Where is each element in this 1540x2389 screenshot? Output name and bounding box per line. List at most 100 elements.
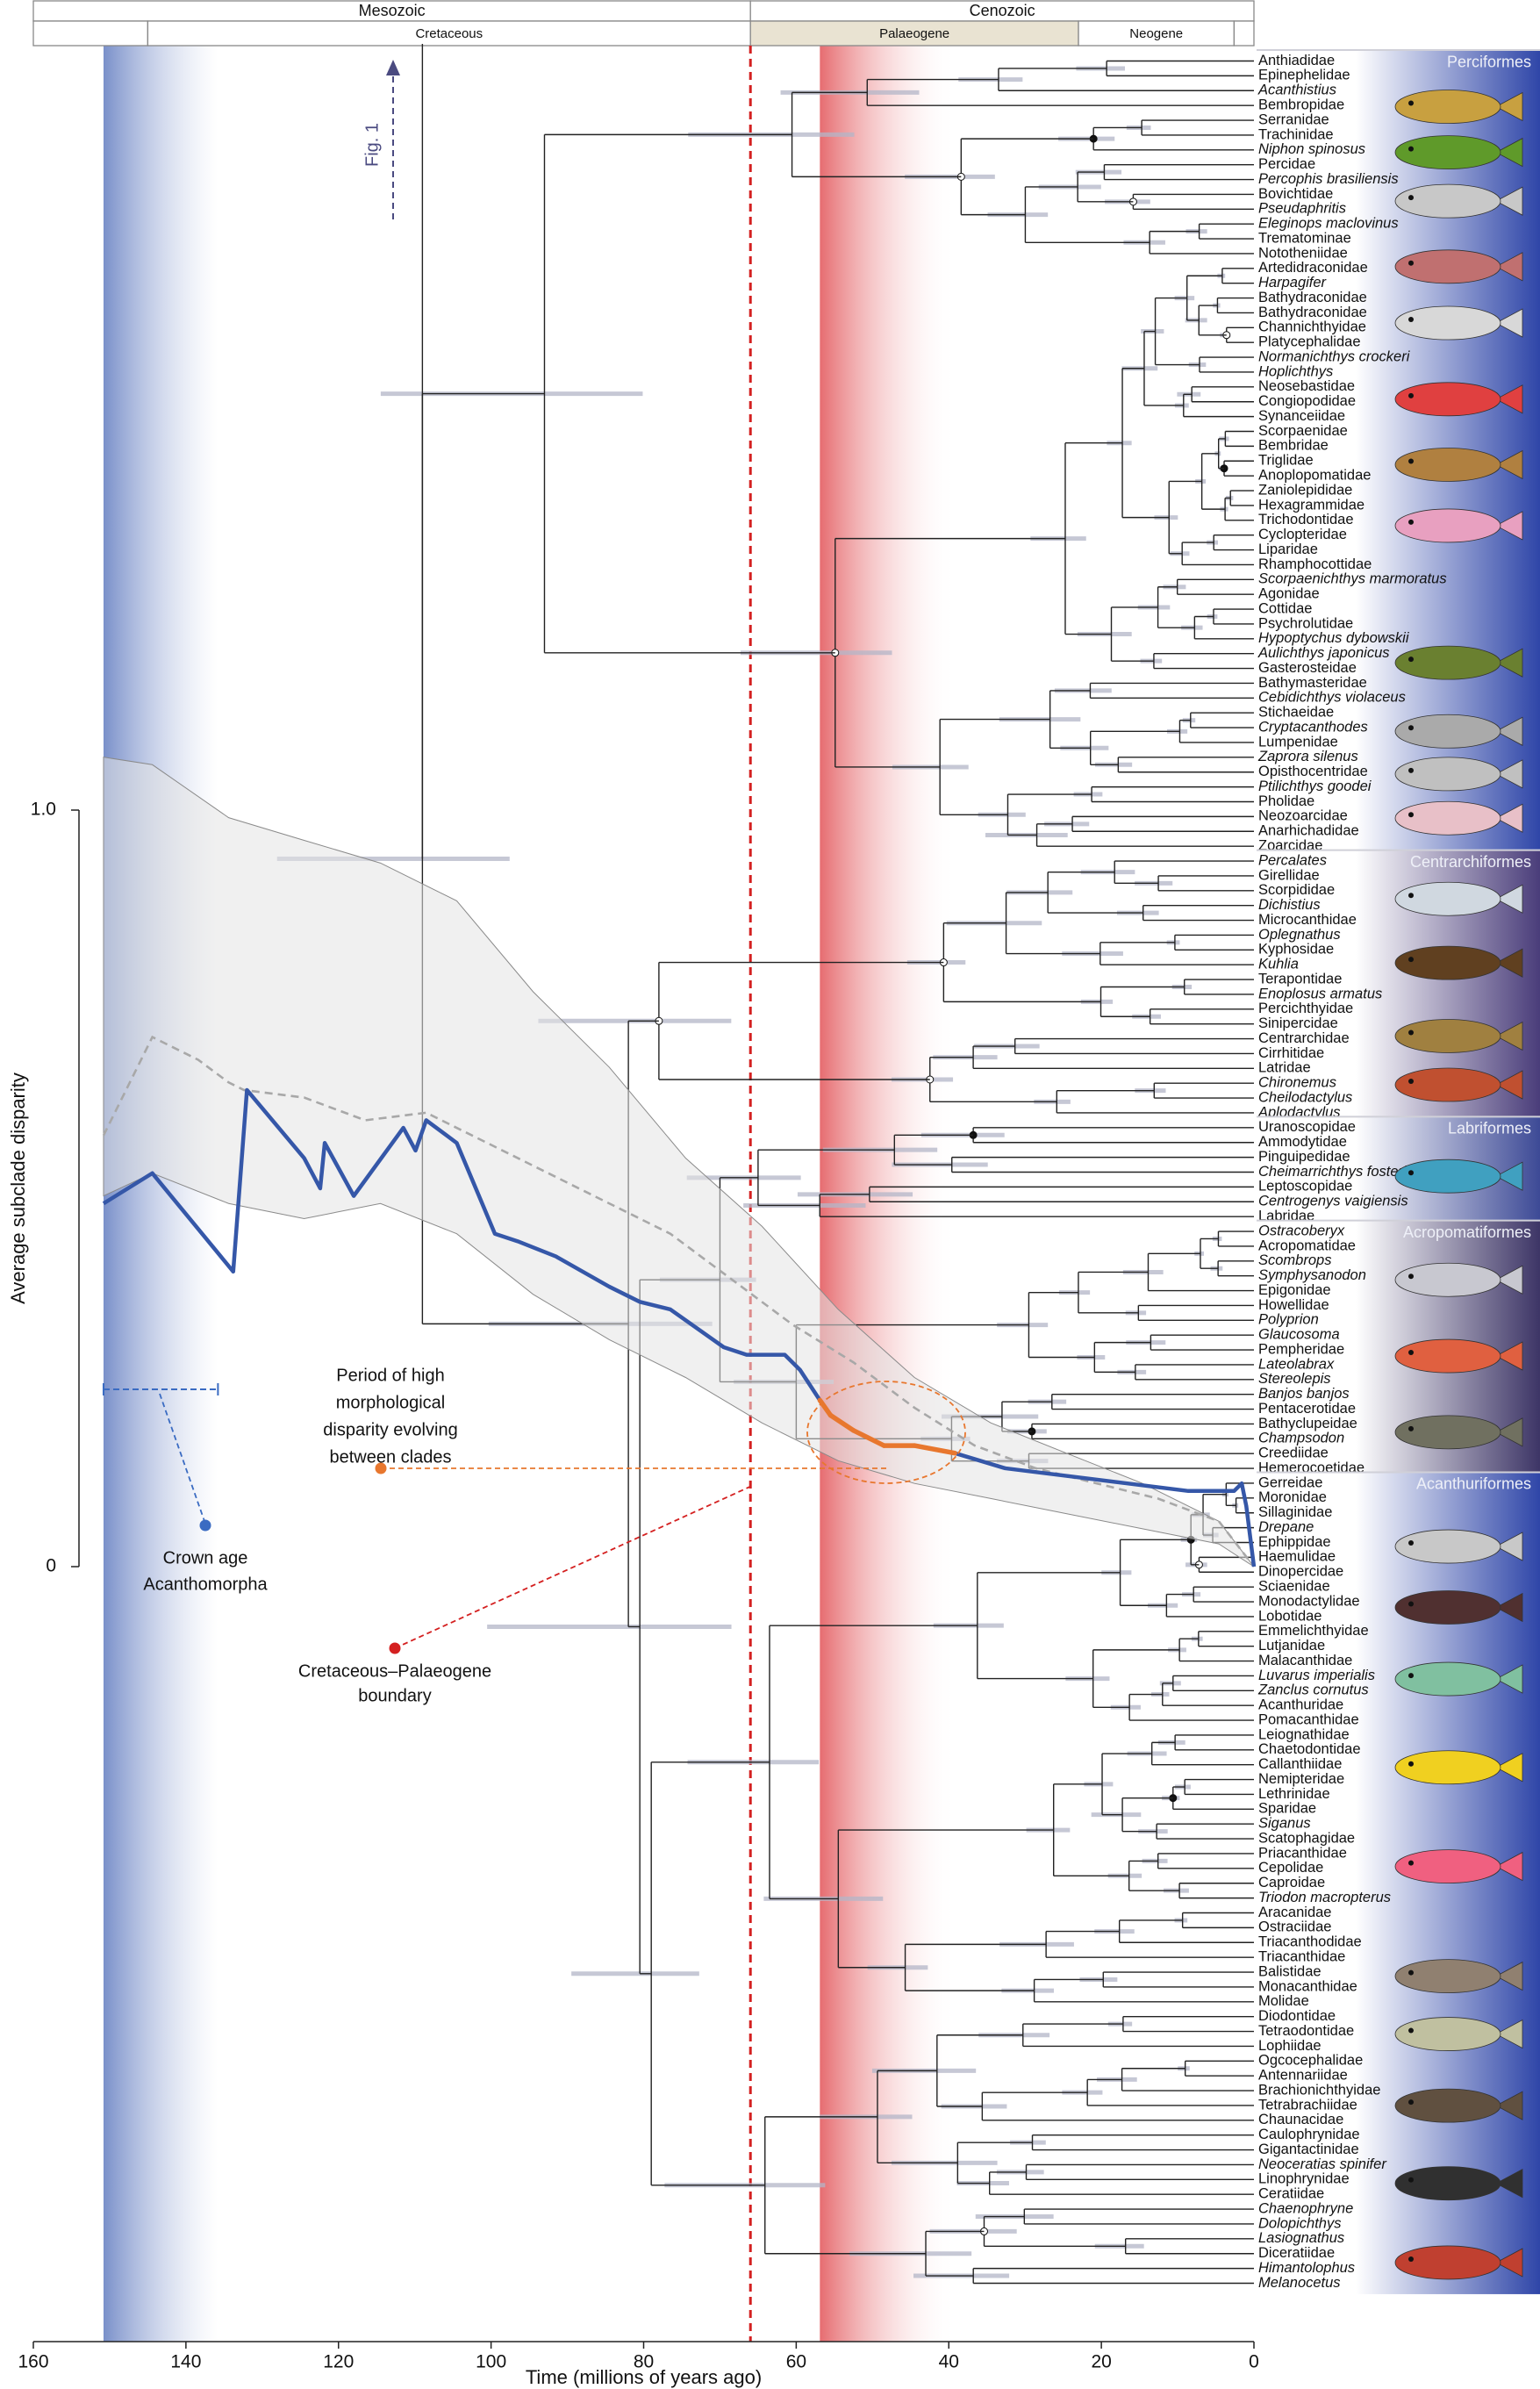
taxon-label: Drepane xyxy=(1258,1519,1314,1535)
taxon-label: Symphysanodon xyxy=(1258,1267,1366,1283)
kpg-dot xyxy=(389,1642,401,1654)
period-box xyxy=(1078,20,1236,47)
fish-body xyxy=(1394,1590,1501,1625)
taxon-label: Kyphosidae xyxy=(1258,942,1334,958)
taxon-label: Callanthiidae xyxy=(1258,1756,1342,1772)
taxon-label: Polyprion xyxy=(1258,1312,1319,1328)
fish-tail xyxy=(1495,1161,1523,1191)
fish-body xyxy=(1394,448,1501,482)
taxon-label: Dichistius xyxy=(1258,897,1321,913)
fish-eye xyxy=(1408,1079,1414,1085)
disparity-label: between clades xyxy=(330,1447,452,1467)
taxon-label: Chaunacidae xyxy=(1258,2112,1343,2127)
taxon-label: Melanocetus xyxy=(1258,2275,1341,2291)
kpg-leader xyxy=(394,1484,755,1649)
taxon-label: Leptoscopidae xyxy=(1258,1179,1352,1194)
taxon-label: Siganus xyxy=(1258,1816,1311,1832)
null-range-area xyxy=(103,757,1255,1568)
fish-tail xyxy=(1495,511,1523,541)
fish-body xyxy=(1394,1415,1501,1450)
taxon-label: Bathyclupeidae xyxy=(1258,1416,1357,1431)
high-disparity-segment xyxy=(850,1428,887,1448)
taxon-label: Monodactylidae xyxy=(1258,1593,1360,1609)
fish-body xyxy=(1394,714,1501,749)
fish-body xyxy=(1394,800,1501,836)
taxon-label: Himantolophus xyxy=(1258,2260,1355,2276)
taxon-label: Diceratiidae xyxy=(1258,2245,1335,2261)
taxon-label: Anoplopomatidae xyxy=(1258,467,1371,483)
arrow-head xyxy=(386,60,400,75)
crown-label: Acanthomorpha xyxy=(143,1575,268,1594)
taxon-label: Hypoptychus dybowskii xyxy=(1258,630,1410,646)
taxon-label: Trichodontidae xyxy=(1258,512,1354,527)
fish-eye xyxy=(1408,519,1414,525)
period-label: Palaeogene xyxy=(879,26,949,41)
era-label: Cenozoic xyxy=(970,2,1035,19)
taxon-label: Scombrops xyxy=(1258,1252,1331,1268)
taxon-label: Lutjanidae xyxy=(1258,1638,1325,1654)
taxon-label: Hoplichthys xyxy=(1258,363,1333,379)
crown-leader xyxy=(159,1393,206,1525)
taxon-label: Lophiidae xyxy=(1258,2038,1322,2054)
taxon-label: Ostraciidae xyxy=(1258,1919,1331,1935)
taxon-label: Bathydraconidae xyxy=(1258,305,1367,320)
fish-eye xyxy=(1408,1761,1414,1767)
taxon-label: Sparidae xyxy=(1258,1801,1316,1817)
high-disparity-segment xyxy=(827,1412,856,1433)
taxon-label: Agonidae xyxy=(1258,586,1320,602)
fish-eye xyxy=(1408,195,1414,201)
taxon-label: Trematominae xyxy=(1258,230,1351,246)
taxon-label: Kuhlia xyxy=(1258,957,1299,972)
x-tick-label: 120 xyxy=(323,2352,354,2372)
taxon-label: Sciaenidae xyxy=(1258,1578,1330,1594)
fish-eye xyxy=(1408,2099,1414,2106)
taxon-label: Bovichtidae xyxy=(1258,186,1333,202)
high-disparity-segment xyxy=(912,1443,957,1456)
fish-eye xyxy=(1408,767,1414,773)
taxon-label: Harpagifer xyxy=(1258,275,1328,291)
taxon-label: Platycephalidae xyxy=(1258,334,1361,350)
fish-eye xyxy=(1408,458,1414,464)
x-tick-label: 80 xyxy=(634,2352,654,2372)
fish-tail xyxy=(1495,948,1523,978)
fish-body xyxy=(1394,382,1501,417)
taxon-label: Rhamphocottidae xyxy=(1258,556,1372,572)
fish-body xyxy=(1394,305,1501,341)
fish-tail xyxy=(1495,1592,1523,1623)
fish-body xyxy=(1394,90,1501,124)
taxon-label: Cebidichthys violaceus xyxy=(1258,690,1406,706)
taxon-label: Bembridae xyxy=(1258,438,1329,454)
taxon-label: Ptilichthys goodei xyxy=(1258,778,1372,794)
fish-body xyxy=(1394,881,1501,916)
taxon-label: Epigonidae xyxy=(1258,1282,1331,1298)
taxon-label: Ceratiidae xyxy=(1258,2186,1324,2202)
fish-body xyxy=(1394,945,1501,980)
taxon-label: Scorpaenichthys marmoratus xyxy=(1258,571,1447,587)
taxon-label: Lobotidae xyxy=(1258,1608,1322,1624)
fish-eye xyxy=(1408,100,1414,106)
taxon-label: Cryptacanthodes xyxy=(1258,719,1368,735)
taxon-label: Congiopodidae xyxy=(1258,393,1356,409)
fish-eye xyxy=(1408,2177,1414,2183)
fish-eye xyxy=(1408,317,1414,323)
fish-body xyxy=(1394,2088,1501,2123)
period-label: Neogene xyxy=(1129,26,1183,41)
taxon-label: Chaenophryne xyxy=(1258,2200,1353,2216)
taxon-label: Neozoarcidae xyxy=(1258,808,1348,824)
taxon-label: Cepolidae xyxy=(1258,1860,1323,1876)
fish-body xyxy=(1394,1067,1501,1102)
clade-name: Perciformes xyxy=(1447,53,1531,70)
fish-tail xyxy=(1495,884,1523,914)
y-tick-label: 0 xyxy=(46,1556,56,1576)
taxon-label: Moronidae xyxy=(1258,1489,1327,1505)
taxon-label: Scorpididae xyxy=(1258,882,1335,898)
taxon-label: Cyclopteridae xyxy=(1258,527,1347,542)
taxon-label: Triglidae xyxy=(1258,453,1314,469)
taxon-label: Uranoscopidae xyxy=(1258,1119,1356,1135)
taxon-label: Lasiognathus xyxy=(1258,2230,1344,2246)
fish-eye xyxy=(1408,1601,1414,1607)
taxon-label: Pempheridae xyxy=(1258,1341,1344,1357)
fish-tail xyxy=(1495,1753,1523,1783)
taxon-label: Latridae xyxy=(1258,1060,1311,1076)
fish-body xyxy=(1394,508,1501,543)
